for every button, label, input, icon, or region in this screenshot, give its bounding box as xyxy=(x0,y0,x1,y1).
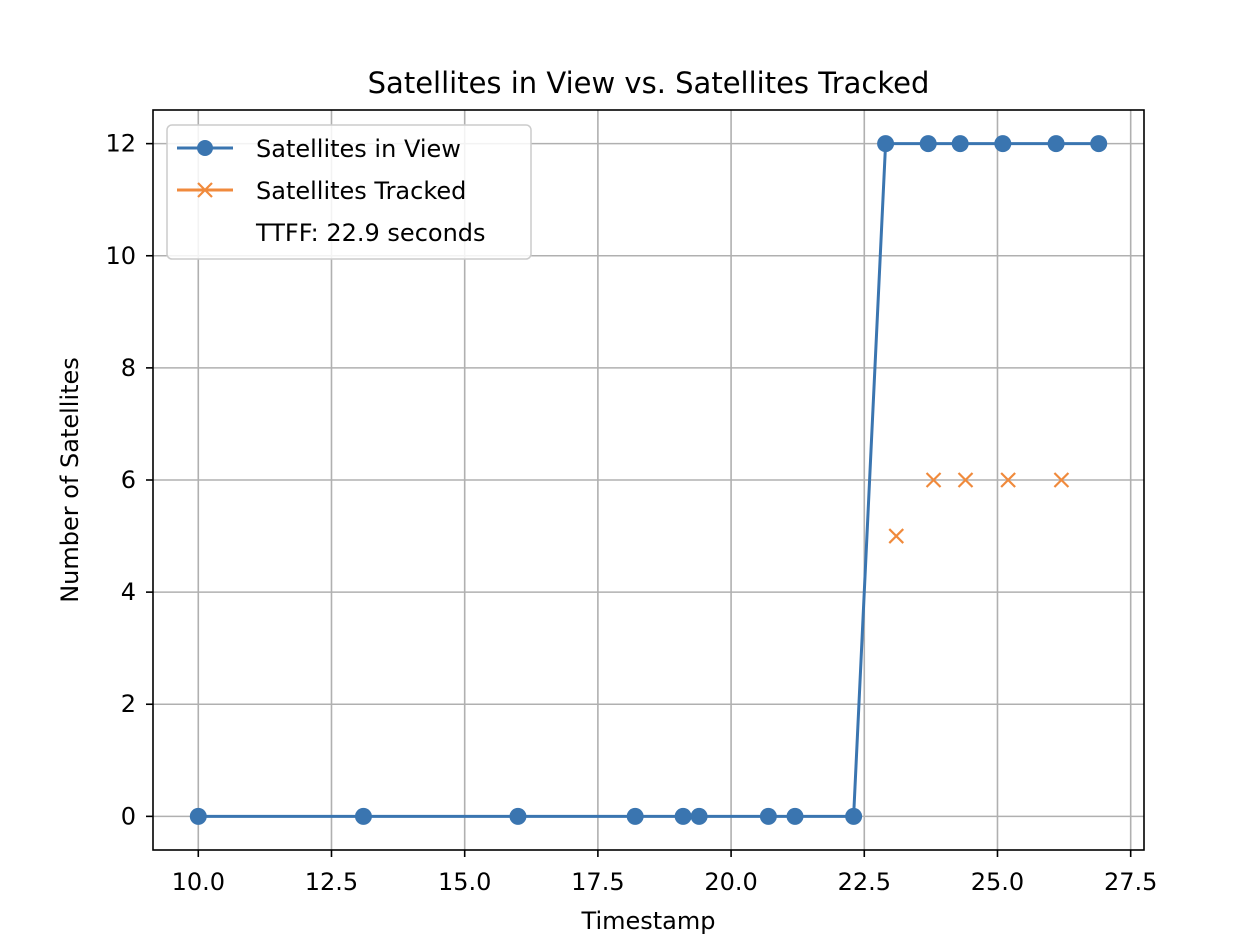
series-layer xyxy=(189,135,1108,825)
y-tick-label: 0 xyxy=(121,802,136,830)
satellites-in-view-point xyxy=(919,135,937,153)
ticks: 10.0 12.5 15.0 17.5 20.0 22.5 25.0 27.5 0 2 4 6 8 10 1… xyxy=(105,130,1157,896)
satellites-in-view-point xyxy=(509,807,527,825)
x-tick-label: 25.0 xyxy=(971,868,1024,896)
satellites-tracked-point xyxy=(1000,472,1016,488)
satellites-tracked-point xyxy=(1053,472,1070,488)
x-axis-title: Timestamp xyxy=(581,907,716,935)
legend: Satellites in View Satellites Tracked TT… xyxy=(166,124,532,260)
satellites-in-view-point xyxy=(759,807,777,825)
satellites-tracked-point xyxy=(957,472,974,488)
satellites-tracked-point xyxy=(888,528,905,544)
satellites-in-view-point xyxy=(951,135,969,153)
satellites-in-view-point xyxy=(690,807,708,825)
satellites-in-view-point xyxy=(1090,135,1108,153)
y-tick-label: 12 xyxy=(105,130,136,158)
legend-box xyxy=(166,124,532,260)
legend-marker-satellites-tracked xyxy=(197,182,213,198)
y-tick-label: 2 xyxy=(121,690,136,718)
x-tick-label: 20.0 xyxy=(704,868,757,896)
satellites-tracked-point xyxy=(925,472,942,488)
satellites-in-view-point xyxy=(786,807,804,825)
legend-label-satellites-tracked: Satellites Tracked xyxy=(256,177,466,205)
x-tick-label: 27.5 xyxy=(1104,868,1157,896)
y-tick-label: 4 xyxy=(121,578,136,606)
y-tick-label: 6 xyxy=(121,466,136,494)
satellites-in-view-point xyxy=(189,807,207,825)
x-tick-label: 22.5 xyxy=(838,868,891,896)
legend-label-satellites-in-view: Satellites in View xyxy=(256,135,461,163)
satellites-in-view-point xyxy=(1047,135,1065,153)
satellites-in-view-point xyxy=(626,807,644,825)
x-tick-label: 15.0 xyxy=(438,868,491,896)
x-tick-label: 10.0 xyxy=(172,868,225,896)
y-axis-title: Number of Satellites xyxy=(56,357,84,603)
legend-marker-satellites-in-view xyxy=(197,140,213,156)
satellites-in-view-point xyxy=(674,807,692,825)
x-tick-label: 12.5 xyxy=(305,868,358,896)
legend-label-ttff: TTFF: 22.9 seconds xyxy=(255,219,486,247)
y-tick-label: 8 xyxy=(121,354,136,382)
x-tick-label: 17.5 xyxy=(571,868,624,896)
satellites-in-view-point xyxy=(354,807,372,825)
satellites-in-view-point xyxy=(994,135,1012,153)
satellites-in-view-point xyxy=(877,135,895,153)
chart-title: Satellites in View vs. Satellites Tracke… xyxy=(368,66,930,100)
y-tick-label: 10 xyxy=(105,242,136,270)
satellites-in-view-point xyxy=(845,807,863,825)
